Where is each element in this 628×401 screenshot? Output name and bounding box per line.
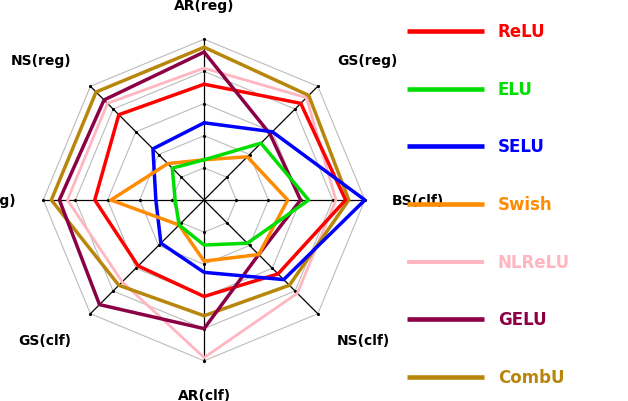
Text: CombU: CombU: [498, 368, 565, 386]
Text: GELU: GELU: [498, 310, 546, 328]
Text: GS(reg): GS(reg): [337, 54, 398, 68]
Text: GS(clf): GS(clf): [18, 333, 71, 347]
Text: NS(clf): NS(clf): [337, 333, 391, 347]
Text: BS(reg): BS(reg): [0, 194, 16, 207]
Text: AR(clf): AR(clf): [178, 388, 230, 401]
Text: AR(reg): AR(reg): [174, 0, 234, 13]
Text: BS(clf): BS(clf): [392, 194, 445, 207]
Text: NS(reg): NS(reg): [11, 54, 71, 68]
Text: NLReLU: NLReLU: [498, 253, 570, 271]
Text: Swish: Swish: [498, 196, 553, 213]
Text: ReLU: ReLU: [498, 23, 546, 41]
Text: ELU: ELU: [498, 81, 533, 99]
Text: SELU: SELU: [498, 138, 544, 156]
